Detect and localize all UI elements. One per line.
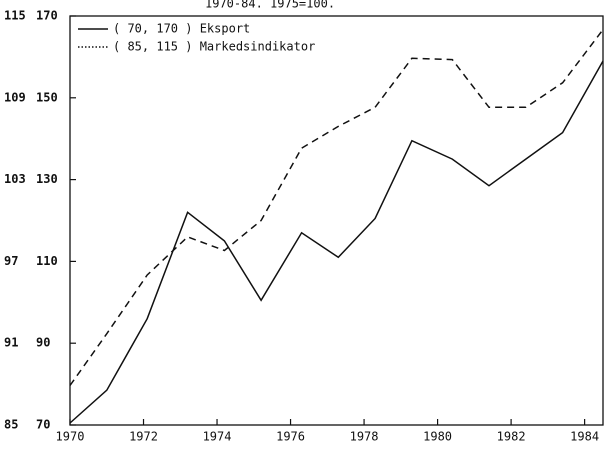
y-tick-label: 97 bbox=[4, 254, 18, 268]
x-tick-label: 1970 bbox=[56, 430, 85, 444]
x-tick-label: 1982 bbox=[497, 430, 526, 444]
series-line bbox=[69, 60, 604, 424]
y2-tick-label: 150 bbox=[36, 90, 58, 104]
y2-tick-label: 110 bbox=[36, 254, 58, 268]
y2-tick-label: 90 bbox=[36, 336, 50, 350]
x-tick-label: 1978 bbox=[350, 430, 379, 444]
y-tick-label: 103 bbox=[4, 172, 26, 186]
y-tick-label: 85 bbox=[4, 418, 18, 432]
y-tick-label: 109 bbox=[4, 90, 26, 104]
x-tick-label: 1984 bbox=[570, 430, 599, 444]
series-line bbox=[69, 29, 604, 386]
y2-tick-label: 70 bbox=[36, 418, 50, 432]
x-tick-label: 1974 bbox=[203, 430, 232, 444]
x-tick-label: 1976 bbox=[276, 430, 305, 444]
plot-frame bbox=[69, 15, 604, 426]
x-tick-label: 1972 bbox=[129, 430, 158, 444]
y2-tick-label: 170 bbox=[36, 9, 58, 23]
y2-tick-label: 130 bbox=[36, 172, 58, 186]
legend-label: ( 85, 115 ) Markedsindikator bbox=[113, 40, 315, 54]
x-tick-label: 1980 bbox=[423, 430, 452, 444]
chart-subtitle: 1970-84. 1975=100. bbox=[205, 0, 335, 11]
legend-label: ( 70, 170 ) Eksport bbox=[113, 22, 250, 36]
y-tick-label: 91 bbox=[4, 336, 18, 350]
y-tick-label: 115 bbox=[4, 9, 26, 23]
